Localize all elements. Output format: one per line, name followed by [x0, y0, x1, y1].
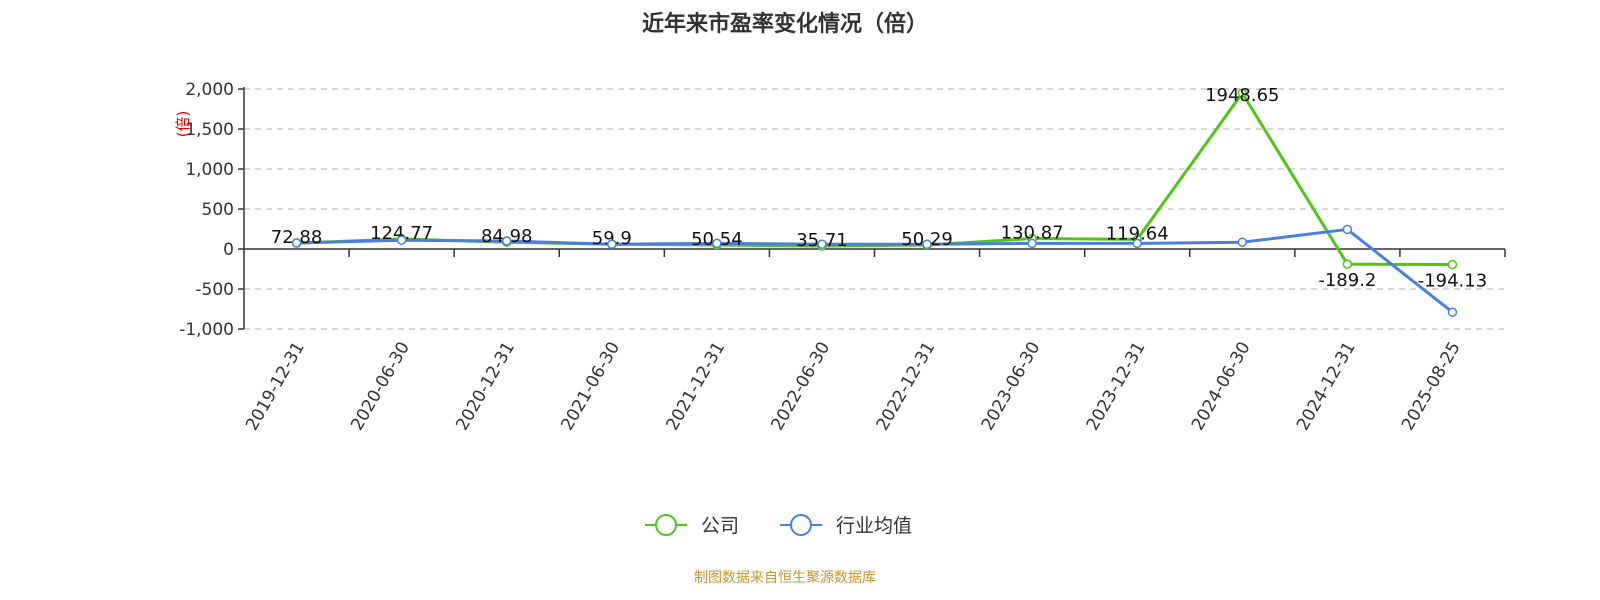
x-tick-label: 2023-12-31 [1083, 339, 1150, 435]
data-label: -194.13 [1418, 271, 1487, 292]
series-line-industry [296, 227, 1454, 314]
x-tick-label: 2021-12-31 [662, 339, 729, 435]
legend-marker-icon [790, 514, 812, 536]
data-point [1342, 224, 1353, 235]
data-point [922, 239, 932, 249]
data-label: 124.77 [370, 223, 433, 244]
y-tick-label: -500 [195, 280, 234, 300]
x-tick-label: 2023-06-30 [978, 339, 1045, 435]
y-tick-label: 0 [223, 240, 234, 260]
data-label: 119.64 [1106, 223, 1169, 244]
data-label: 130.87 [1001, 223, 1064, 244]
x-tick-label: 2019-12-31 [242, 339, 309, 435]
data-label: 1948.65 [1205, 85, 1279, 106]
y-tick-label: 500 [202, 200, 234, 220]
data-point [817, 239, 827, 249]
x-tick-label: 2022-12-31 [873, 339, 940, 435]
x-tick-label: 2022-06-30 [768, 339, 835, 435]
x-tick-label: 2020-06-30 [347, 339, 414, 435]
data-point [712, 238, 722, 249]
x-tick-label: 2021-06-30 [557, 339, 624, 435]
source-note: 制图数据来自恒生聚源数据库 [694, 570, 876, 586]
data-point [1237, 88, 1248, 98]
legend-marker-icon [655, 514, 677, 536]
data-point [1132, 238, 1142, 249]
data-point [1342, 259, 1353, 269]
y-tick-label: 2,000 [185, 80, 234, 100]
y-axis-label: (倍) [174, 111, 192, 138]
data-label: 72.88 [271, 227, 323, 248]
data-point [607, 239, 617, 249]
x-tick-label: 2020-12-31 [452, 339, 519, 435]
legend-label: 行业均值 [836, 515, 912, 537]
data-point [501, 236, 512, 246]
data-point [396, 235, 407, 245]
x-tick-label: 2025-08-25 [1398, 339, 1465, 435]
data-point [1447, 307, 1458, 317]
data-label: -189.2 [1318, 270, 1376, 291]
data-point [291, 238, 302, 248]
y-tick-label: 1,500 [185, 120, 234, 140]
y-tick-label: -1,000 [179, 320, 234, 340]
x-tick-label: 2024-06-30 [1188, 339, 1255, 435]
data-point [1237, 237, 1248, 247]
data-point [1027, 238, 1037, 249]
data-label: 59.9 [592, 228, 632, 249]
x-tick-label: 2024-12-31 [1293, 339, 1360, 435]
y-tick-label: 1,000 [185, 160, 234, 180]
legend-label: 公司 [701, 515, 739, 537]
chart-title: 近年来市盈率变化情况（倍） [641, 12, 928, 37]
data-point [1447, 259, 1458, 270]
